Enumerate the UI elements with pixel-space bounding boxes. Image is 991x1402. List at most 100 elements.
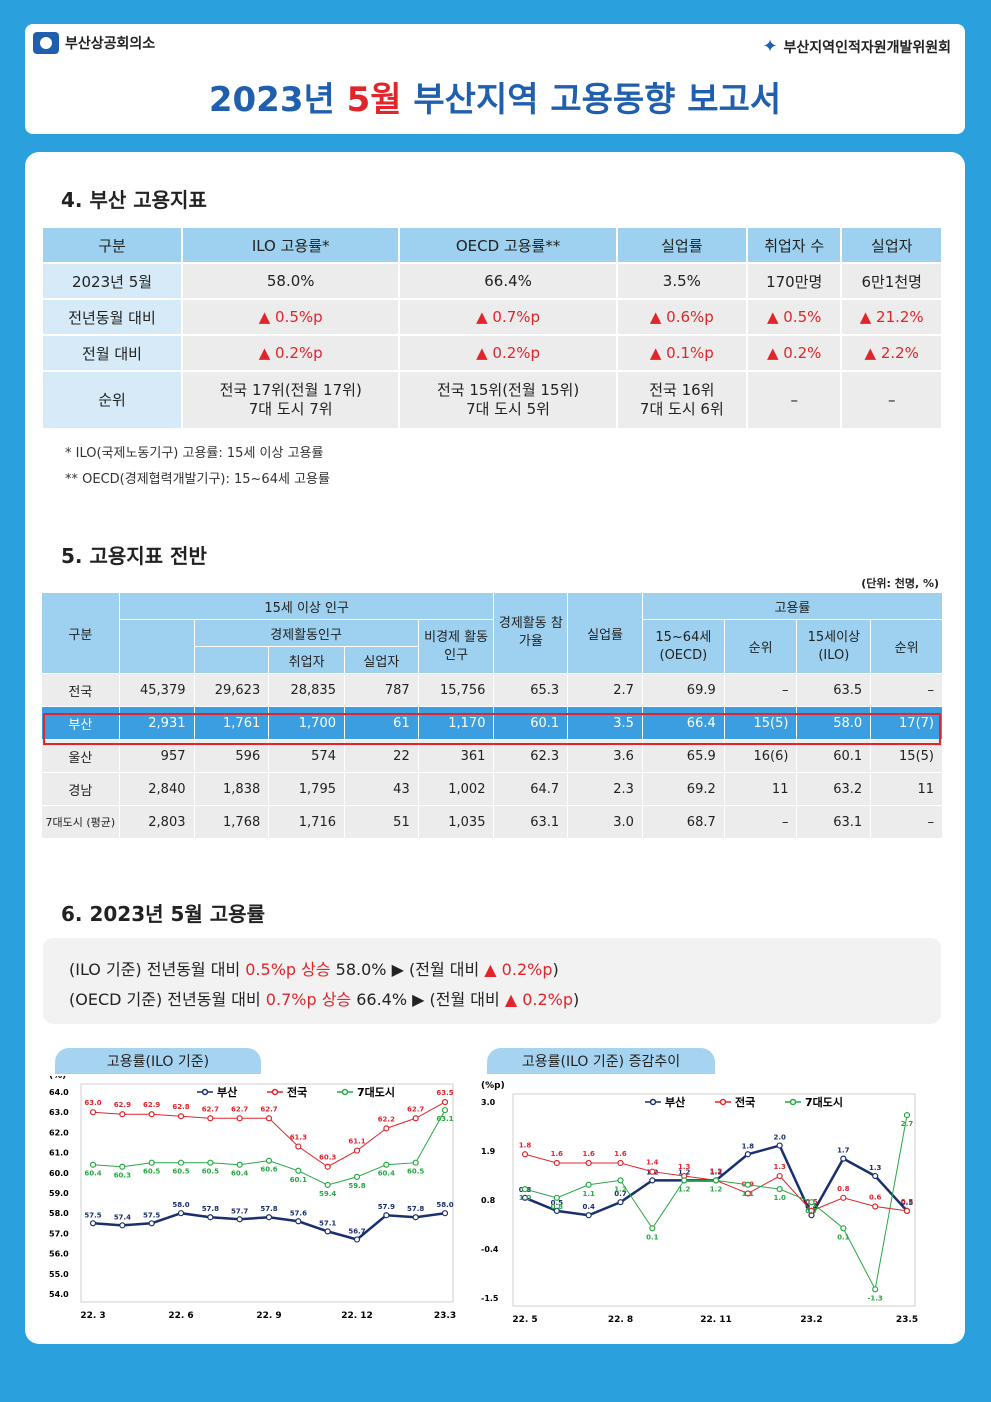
gear-icon [33,32,59,54]
data-label: 1.0 [519,1194,532,1202]
data-point [681,1177,688,1184]
table-cell: 2,931 [119,707,194,739]
chart2-tab: 고용률(ILO 기준) 증감추이 [487,1048,715,1074]
star-icon: ✦ [762,36,778,57]
table-cell: 1,700 [269,707,344,739]
table-cell: ▲ 0.6%p [617,300,746,334]
data-label: 63.0 [84,1099,101,1107]
data-point [177,1210,185,1217]
chamber-logo: 부산상공회의소 [33,32,155,54]
header-cell: 순위 [871,620,942,673]
data-label: 1.2 [678,1185,691,1193]
table-cell: 1,170 [418,707,494,739]
table-row: 전월 대비 ▲ 0.2%p ▲ 0.2%p ▲ 0.1%p ▲ 0.2% ▲ 2… [43,336,941,370]
data-point [649,1225,656,1232]
table-row: 부산 2,931 1,761 1,700 61 1,170 60.1 3.5 66.4 15(5)… [42,707,942,739]
data-label: 57.6 [290,1209,307,1217]
data-point [207,1159,214,1166]
table-cell: 43 [344,773,418,805]
data-point [148,1159,155,1166]
table-cell: ▲ 2.2% [842,336,941,370]
data-point [521,1151,529,1158]
header-cell: 실업자 [842,228,941,262]
data-point [808,1199,815,1206]
data-point [119,1111,126,1118]
data-label: 1.7 [837,1147,850,1155]
summary-oecd: (OECD 기준) 전년동월 대비 0.7%p 상승 66.4% ▶ (전월 대… [69,986,579,1010]
data-point [148,1111,155,1118]
data-point [872,1203,879,1210]
legend-label: 전국 [287,1085,307,1099]
data-point [353,1236,361,1243]
data-point [840,1155,847,1162]
data-label: 62.7 [202,1105,219,1113]
data-label: 0.5 [901,1199,914,1207]
data-point [89,1109,97,1116]
y-axis-unit: (%) [49,1076,66,1081]
data-label: 57.7 [231,1207,248,1215]
x-tick-label: 22. 8 [608,1315,633,1325]
table-cell: 63.1 [494,806,568,838]
table-cell: ▲ 21.2% [842,300,941,334]
data-point [617,1199,624,1206]
table-cell: 66.4 [642,707,724,739]
header-cell: 15~64세 (OECD) [642,620,724,673]
data-point [324,1181,331,1189]
table-cell: – [842,372,941,428]
data-label: 57.9 [378,1203,395,1211]
data-label: 1.3 [869,1164,882,1172]
data-point [553,1194,560,1201]
data-label: 57.4 [114,1213,131,1221]
data-point [412,1214,419,1221]
legend-marker [649,1098,657,1106]
rank-line: 7대 도시 6위 [639,400,724,418]
table-cell: 15,756 [418,674,494,706]
table-cell: 62.3 [494,740,568,772]
table-cell: ▲ 0.2% [747,336,841,370]
ilo-change-chart: (%p) 3.0 1.9 0.8 -0.4 -1.5 22. 5 22. 8 22. 11 23.… [477,1076,927,1332]
table-row: 전국 45,379 29,623 28,835 787 15,756 65.3 2.7 69.9… [42,674,942,706]
data-point [236,1115,243,1122]
table-row: 경남 2,840 1,838 1,795 43 1,002 64.7 2.3 69.2 11 63.… [42,773,942,805]
data-label: 60.3 [114,1172,131,1180]
table-cell: 16(6) [724,740,797,772]
x-tick-label: 23.3 [434,1311,456,1321]
data-label: 1.2 [710,1168,723,1176]
table-cell: 1,761 [194,707,269,739]
data-point [177,1113,185,1120]
header-cell: 15세이상 (ILO) [797,620,871,673]
table-cell: 69.2 [642,773,724,805]
data-point [207,1115,214,1122]
table-header-row: 경제활동인구 비경제 활동인구 15~64세 (OECD) 순위 15세이상 (… [42,620,942,673]
data-label: 62.9 [143,1101,160,1109]
header-cell: 경제활동인구 [194,620,418,646]
data-point [553,1159,560,1167]
data-point [712,1177,720,1184]
header-cell: 취업자 [269,647,344,673]
row-label: 경남 [42,773,119,805]
data-label: 60.4 [84,1170,101,1178]
table-cell: 29,623 [194,674,269,706]
summary-highlight: ▲ 0.2%p [484,960,553,979]
y-tick-label: 59.0 [49,1189,69,1198]
ilo-rate-chart: (%) 64.0 63.0 62.0 61.0 60.0 59.0 58.0 57.0 56.0 5… [45,1076,465,1332]
data-label: 62.7 [260,1105,277,1113]
data-point [649,1168,656,1175]
y-tick-label: 63.0 [49,1108,69,1117]
header-cell: 실업률 [568,593,642,673]
data-point [521,1186,529,1193]
data-label: 57.8 [407,1205,424,1213]
plot-frame [80,1083,454,1303]
table-cell: 3.5% [617,264,746,298]
data-point [585,1159,592,1167]
title-year: 2023년 [208,80,347,120]
report-card: 4. 부산 고용지표 구분 ILO 고용률* OECD 고용률** 실업률 취업… [25,152,965,1344]
table-cell: – [747,372,841,428]
data-point [553,1207,560,1214]
data-label: 1.2 [710,1167,723,1175]
header-cell: 실업자 [344,647,418,673]
table-cell: 3.0 [568,806,642,838]
y-tick-label: 57.0 [49,1229,69,1238]
table-cell: 596 [194,740,269,772]
data-point [148,1220,155,1227]
